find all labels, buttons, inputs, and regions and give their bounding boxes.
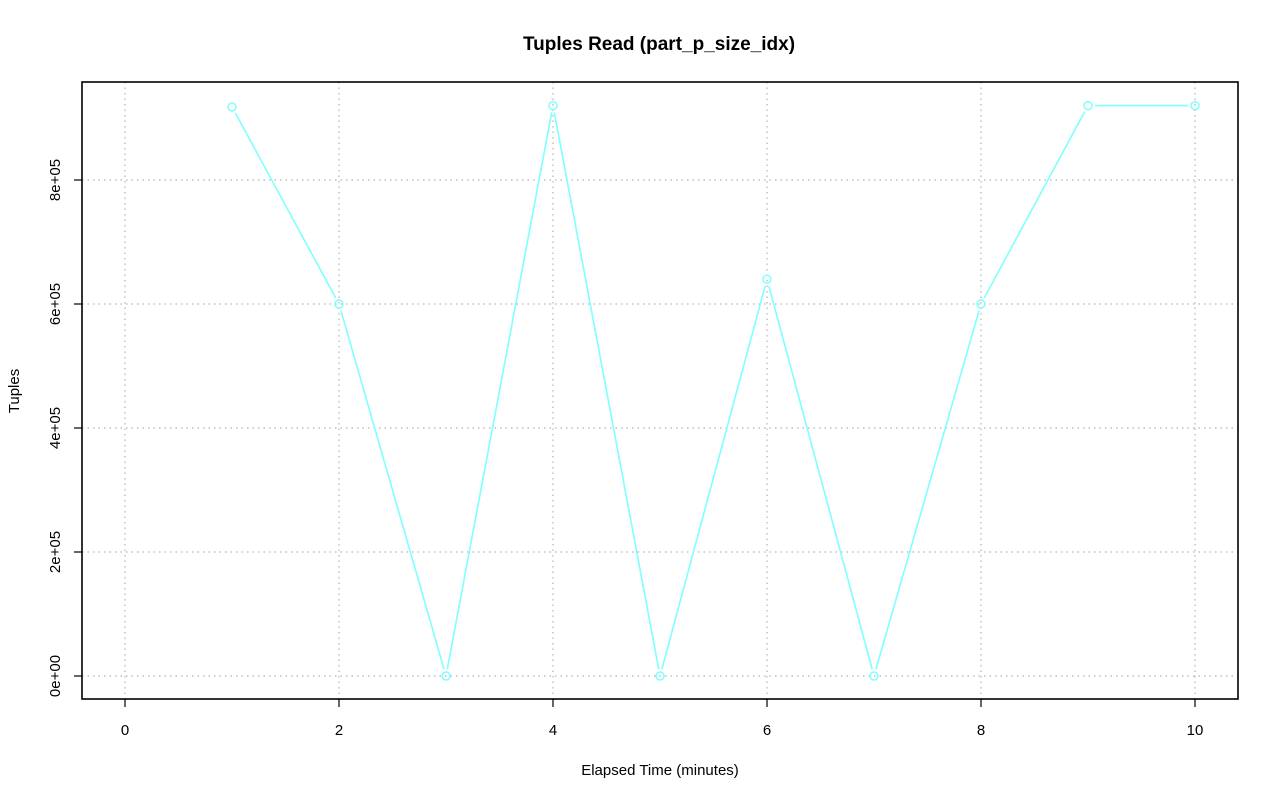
chart-title: Tuples Read (part_p_size_idx) bbox=[523, 34, 795, 55]
grid bbox=[82, 82, 1238, 699]
data-point bbox=[548, 100, 558, 111]
series-line-segment bbox=[661, 285, 766, 670]
y-tick-label: 6e+05 bbox=[47, 283, 64, 325]
x-tick-label: 8 bbox=[977, 722, 985, 739]
y-tick-label: 8e+05 bbox=[47, 159, 64, 201]
y-axis-label: Tuples bbox=[6, 369, 23, 413]
series-line-segment bbox=[983, 111, 1086, 299]
x-axis: 0 2 4 6 8 10 bbox=[121, 699, 1204, 739]
data-point bbox=[655, 671, 665, 681]
y-tick-label: 4e+05 bbox=[47, 407, 64, 449]
x-axis-label: Elapsed Time (minutes) bbox=[581, 762, 739, 779]
data-point bbox=[1190, 100, 1200, 111]
y-tick-label: 0e+00 bbox=[47, 655, 64, 697]
data-point bbox=[1083, 100, 1093, 111]
y-tick-label: 2e+05 bbox=[47, 531, 64, 573]
series-layer bbox=[227, 100, 1200, 681]
series-line-segment bbox=[446, 112, 553, 670]
series-line-segment bbox=[875, 310, 980, 670]
series-line-segment bbox=[768, 285, 873, 670]
series-line-segment bbox=[234, 112, 337, 299]
data-point bbox=[762, 274, 772, 284]
x-tick-label: 6 bbox=[763, 722, 771, 739]
x-tick-label: 2 bbox=[335, 722, 343, 739]
x-tick-label: 4 bbox=[549, 722, 557, 739]
data-point bbox=[227, 102, 237, 112]
x-tick-label: 10 bbox=[1187, 722, 1204, 739]
data-point bbox=[869, 671, 879, 681]
data-point bbox=[334, 299, 344, 309]
data-point bbox=[441, 671, 451, 681]
plot-frame bbox=[81, 81, 1239, 700]
series-line-segment bbox=[553, 112, 660, 670]
x-tick-label: 0 bbox=[121, 722, 129, 739]
series-line-segment bbox=[340, 310, 445, 670]
y-axis: 0e+00 2e+05 4e+05 6e+05 8e+05 bbox=[47, 159, 82, 697]
data-point bbox=[976, 299, 986, 309]
